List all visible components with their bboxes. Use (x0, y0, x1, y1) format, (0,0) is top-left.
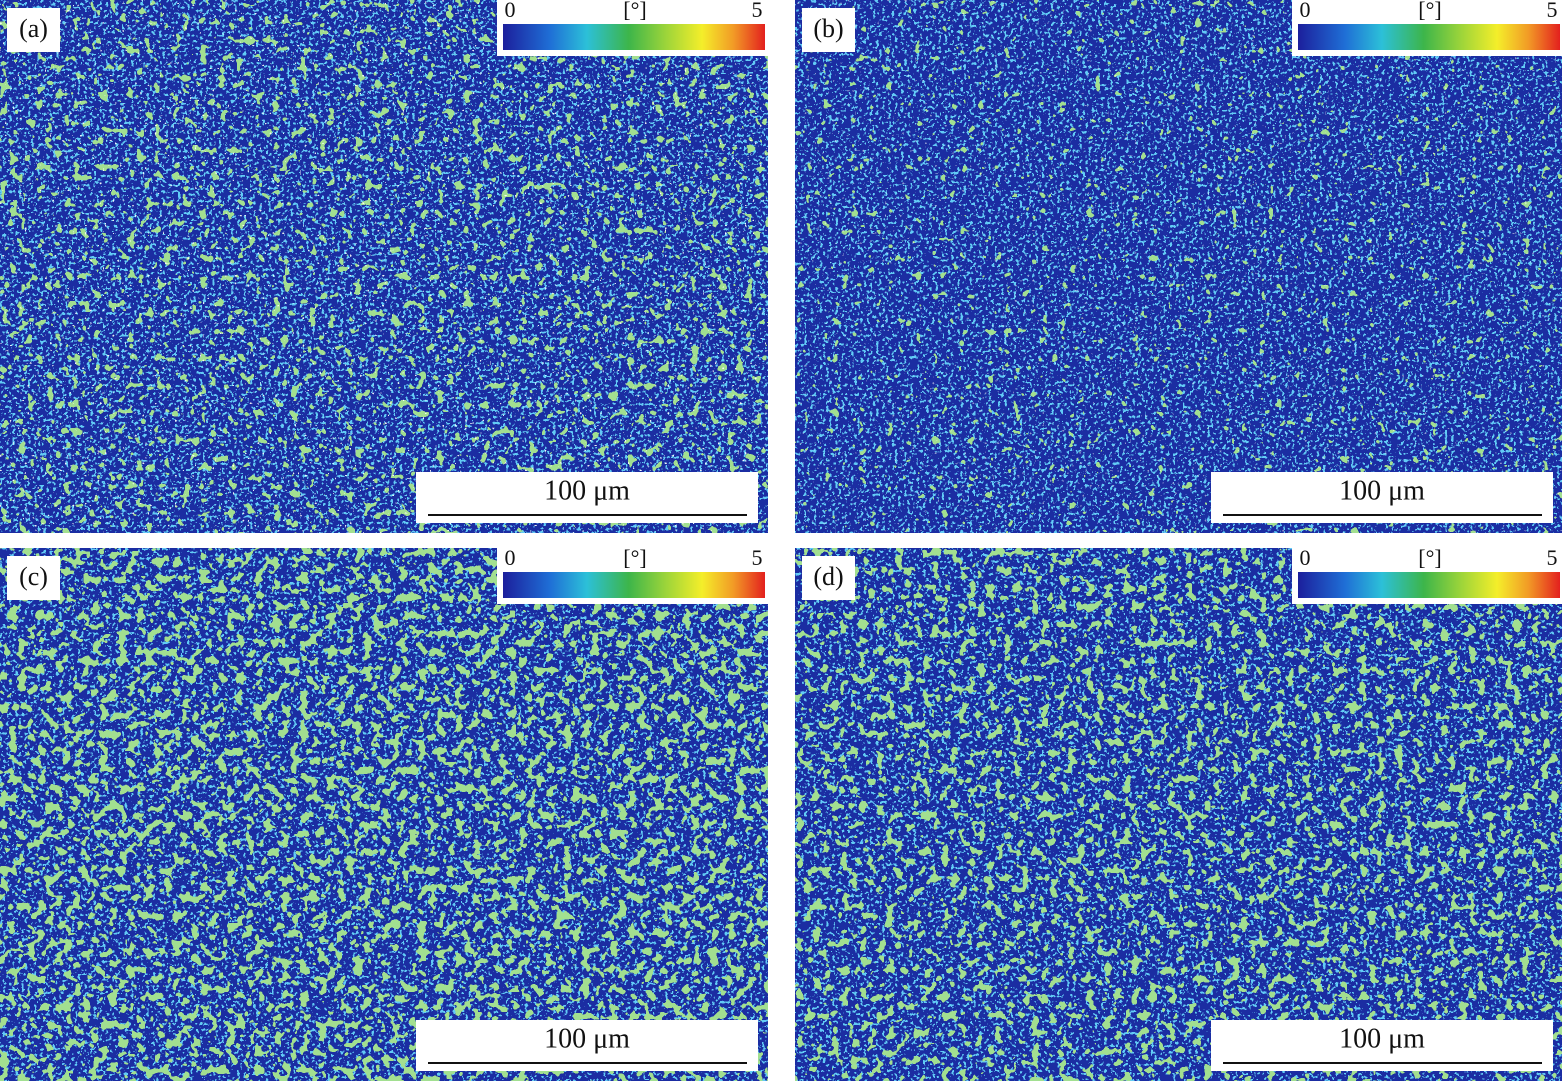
colorbar-unit: [°] (1418, 545, 1441, 570)
colorbar-min: 0 (1300, 0, 1311, 22)
colorbar-min: 0 (505, 545, 516, 570)
white-speckle (0, 0, 768, 533)
panel-label: (d) (813, 562, 843, 591)
panel-label-box (802, 8, 855, 52)
panel-label: (a) (19, 14, 48, 43)
map-image (0, 548, 768, 1081)
colorbar-min: 0 (505, 0, 516, 22)
colorbar-max: 5 (1547, 0, 1558, 22)
scale-bar-label: 100 μm (544, 475, 630, 506)
colorbar-max: 5 (1547, 545, 1558, 570)
colorbar (1298, 572, 1560, 598)
colorbar-unit: [°] (623, 0, 646, 22)
colorbar (503, 572, 765, 598)
green-speckle (0, 548, 768, 1081)
colorbar-unit: [°] (1418, 0, 1441, 22)
panel-label: (b) (813, 14, 843, 43)
colorbar-max: 5 (752, 0, 763, 22)
scale-bar-label: 100 μm (544, 1023, 630, 1054)
panel-label: (c) (19, 562, 48, 591)
map-image (795, 0, 1562, 533)
panel: (b) 0 [°] 5 100 μm (795, 0, 1562, 533)
panel-label-box (802, 556, 855, 600)
map-image (0, 0, 768, 533)
panel: (d) 0 [°] 5 100 μm (795, 545, 1562, 1081)
panel: (a) 0 [°] 5 100 μm (0, 0, 768, 533)
colorbar (503, 24, 765, 50)
colorbar-min: 0 (1300, 545, 1311, 570)
scale-bar-label: 100 μm (1339, 475, 1425, 506)
colorbar-unit: [°] (623, 545, 646, 570)
panel: (c) 0 [°] 5 100 μm (0, 545, 768, 1081)
colorbar-max: 5 (752, 545, 763, 570)
colorbar (1298, 24, 1560, 50)
panel-label-box (7, 556, 60, 600)
white-speckle (795, 0, 1562, 533)
map-image (795, 548, 1562, 1081)
panel-label-box (7, 8, 60, 52)
scale-bar-label: 100 μm (1339, 1023, 1425, 1054)
green-speckle (795, 548, 1562, 1081)
